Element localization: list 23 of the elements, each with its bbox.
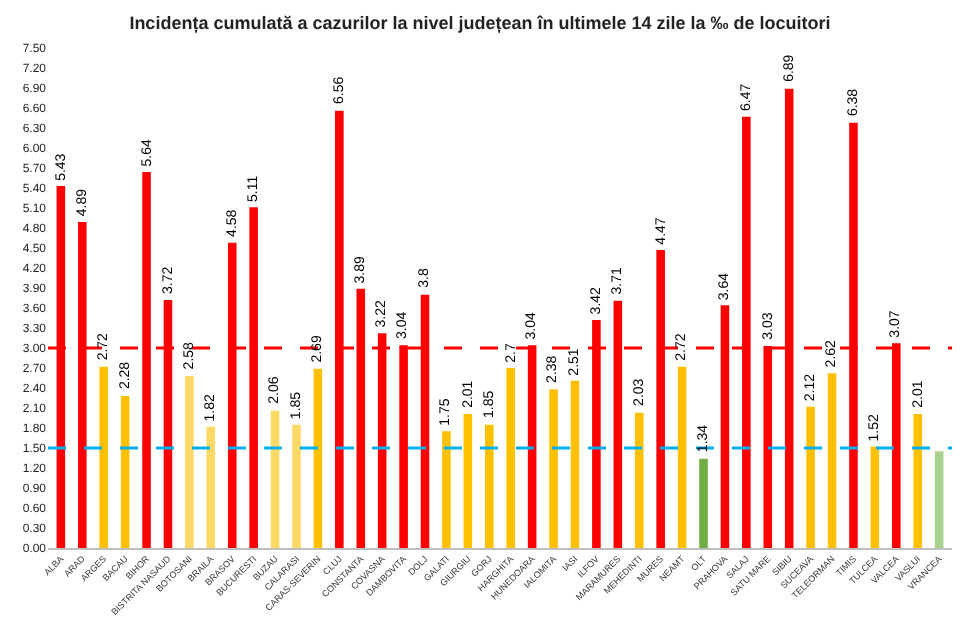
bar (506, 368, 515, 548)
bar (677, 366, 687, 548)
bar (142, 172, 151, 548)
bar (313, 368, 323, 548)
bar (827, 373, 837, 548)
bar (913, 414, 922, 548)
bar (485, 424, 494, 548)
bar (292, 424, 301, 548)
bar (463, 414, 473, 548)
bar (206, 426, 216, 548)
bar (570, 380, 580, 548)
bar (549, 389, 558, 548)
bar (870, 446, 880, 548)
chart-title: Incidența cumulată a cazurilor la nivel județean în ultimele 14 zile la ‰ de locuitori (129, 12, 831, 35)
bar (120, 396, 130, 548)
bar (934, 451, 944, 548)
bar (185, 376, 194, 548)
bar (806, 406, 815, 548)
bar (699, 458, 708, 548)
bar (634, 412, 644, 548)
bar (99, 366, 108, 548)
bar (270, 410, 280, 548)
bar (442, 431, 451, 548)
